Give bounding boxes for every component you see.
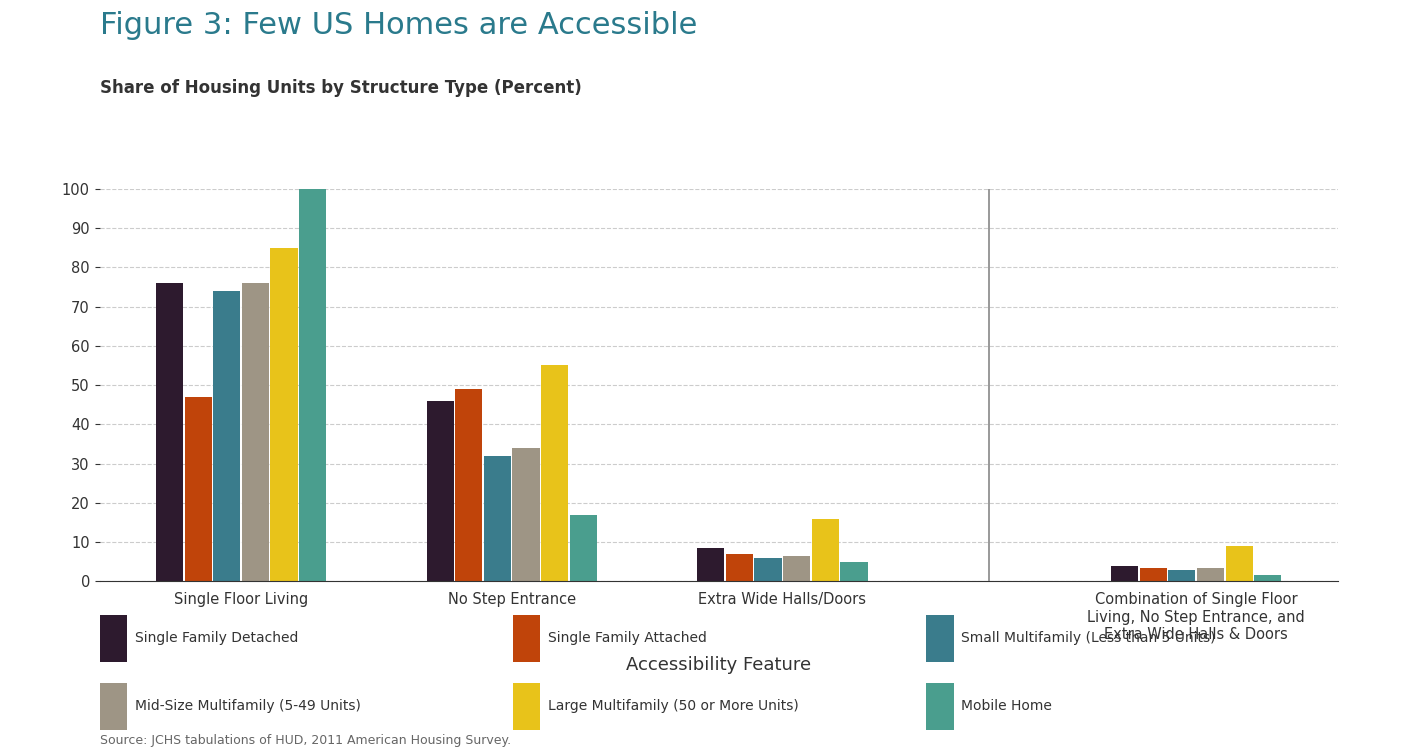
Bar: [726, 554, 753, 581]
Bar: [1140, 568, 1167, 581]
Text: Source: JCHS tabulations of HUD, 2011 American Housing Survey.: Source: JCHS tabulations of HUD, 2011 Am…: [100, 735, 511, 747]
Text: Mid-Size Multifamily (5-49 Units): Mid-Size Multifamily (5-49 Units): [135, 699, 360, 713]
Bar: [157, 283, 184, 581]
FancyBboxPatch shape: [100, 615, 127, 662]
Bar: [697, 548, 724, 581]
Bar: [484, 456, 511, 581]
Text: Single Family Attached: Single Family Attached: [548, 631, 707, 645]
FancyBboxPatch shape: [926, 683, 953, 730]
Bar: [270, 248, 297, 581]
Bar: [783, 556, 810, 581]
Bar: [455, 389, 482, 581]
FancyBboxPatch shape: [512, 615, 541, 662]
FancyBboxPatch shape: [926, 615, 953, 662]
Bar: [1111, 565, 1138, 581]
Bar: [427, 401, 454, 581]
FancyBboxPatch shape: [512, 683, 541, 730]
Bar: [541, 365, 568, 581]
Bar: [754, 558, 781, 581]
Text: Figure 3: Few US Homes are Accessible: Figure 3: Few US Homes are Accessible: [100, 11, 697, 40]
Bar: [1254, 575, 1281, 581]
FancyBboxPatch shape: [100, 683, 127, 730]
Text: Large Multifamily (50 or More Units): Large Multifamily (50 or More Units): [548, 699, 798, 713]
X-axis label: Accessibility Feature: Accessibility Feature: [626, 656, 811, 674]
Text: Small Multifamily (Less than 5 Units): Small Multifamily (Less than 5 Units): [961, 631, 1215, 645]
Bar: [185, 397, 212, 581]
Text: Share of Housing Units by Structure Type (Percent): Share of Housing Units by Structure Type…: [100, 79, 582, 97]
Bar: [299, 189, 326, 581]
Bar: [811, 519, 840, 581]
Bar: [841, 562, 868, 581]
Bar: [242, 283, 269, 581]
Bar: [213, 291, 240, 581]
Text: Mobile Home: Mobile Home: [961, 699, 1052, 713]
Bar: [1197, 568, 1224, 581]
Bar: [569, 515, 596, 581]
Bar: [1168, 569, 1195, 581]
Text: Single Family Detached: Single Family Detached: [135, 631, 297, 645]
Bar: [512, 448, 539, 581]
Bar: [1225, 546, 1252, 581]
